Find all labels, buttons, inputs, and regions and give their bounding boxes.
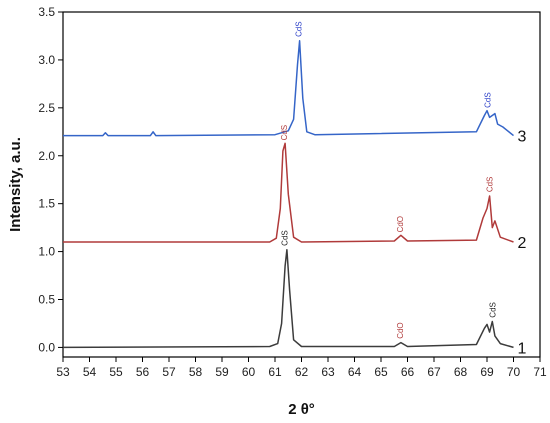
x-axis-title: 2 θ°: [288, 401, 315, 418]
x-tick-label: 59: [215, 365, 229, 379]
y-tick-label: 1.0: [38, 245, 55, 259]
y-tick-label: 2.5: [38, 101, 55, 115]
y-axis-title: Intensity, a.u.: [7, 137, 24, 232]
x-tick-label: 60: [242, 365, 256, 379]
x-tick-label: 71: [533, 365, 547, 379]
peak-annotation: CdS: [295, 21, 304, 37]
x-tick-label: 68: [454, 365, 468, 379]
series-line-1: [62, 248, 514, 349]
series-label-1: 1: [518, 340, 527, 357]
x-tick-label: 57: [162, 365, 176, 379]
y-tick-label: 1.5: [38, 197, 55, 211]
series-label-2: 2: [518, 235, 527, 252]
x-tick-label: 61: [268, 365, 282, 379]
peak-annotation: CdO: [396, 322, 405, 338]
series-line-2: [63, 142, 514, 243]
y-tick-label: 0.0: [38, 340, 55, 354]
x-tick-label: 67: [427, 365, 441, 379]
x-tick-label: 70: [507, 365, 521, 379]
peak-annotation: CdS: [485, 177, 494, 193]
series-line-3: [63, 40, 514, 137]
axis-ticks: 53 54 55 56 57 58 59 60 61 62 63 64 65 66 67 68 69 70 71 0.…: [38, 5, 547, 379]
peak-annotation: CdS: [489, 302, 498, 318]
x-tick-label: 64: [348, 365, 362, 379]
peak-annotation: CdS: [281, 230, 290, 246]
peak-annotation: CdS: [280, 125, 289, 141]
y-tick-label: 3.5: [38, 5, 55, 19]
y-tick-label: 0.5: [38, 293, 55, 307]
x-tick-label: 55: [109, 365, 123, 379]
peak-annotation: CdO: [396, 216, 405, 232]
x-tick-label: 54: [83, 365, 97, 379]
series-label-3: 3: [518, 129, 527, 146]
x-tick-label: 69: [480, 365, 494, 379]
x-tick-label: 58: [189, 365, 203, 379]
series-layer: [62, 40, 514, 349]
x-tick-label: 56: [136, 365, 150, 379]
y-tick-label: 2.0: [38, 149, 55, 163]
x-tick-label: 53: [56, 365, 70, 379]
trace-labels: 1 2 3: [518, 129, 527, 358]
peak-annotation: CdS: [483, 92, 492, 108]
x-tick-label: 63: [321, 365, 335, 379]
x-tick-label: 62: [295, 365, 309, 379]
y-tick-label: 3.0: [38, 53, 55, 67]
x-tick-label: 66: [401, 365, 415, 379]
annotation-layer: CdS CdO CdS CdS CdO CdS CdS CdS: [280, 21, 498, 338]
x-tick-label: 65: [374, 365, 388, 379]
